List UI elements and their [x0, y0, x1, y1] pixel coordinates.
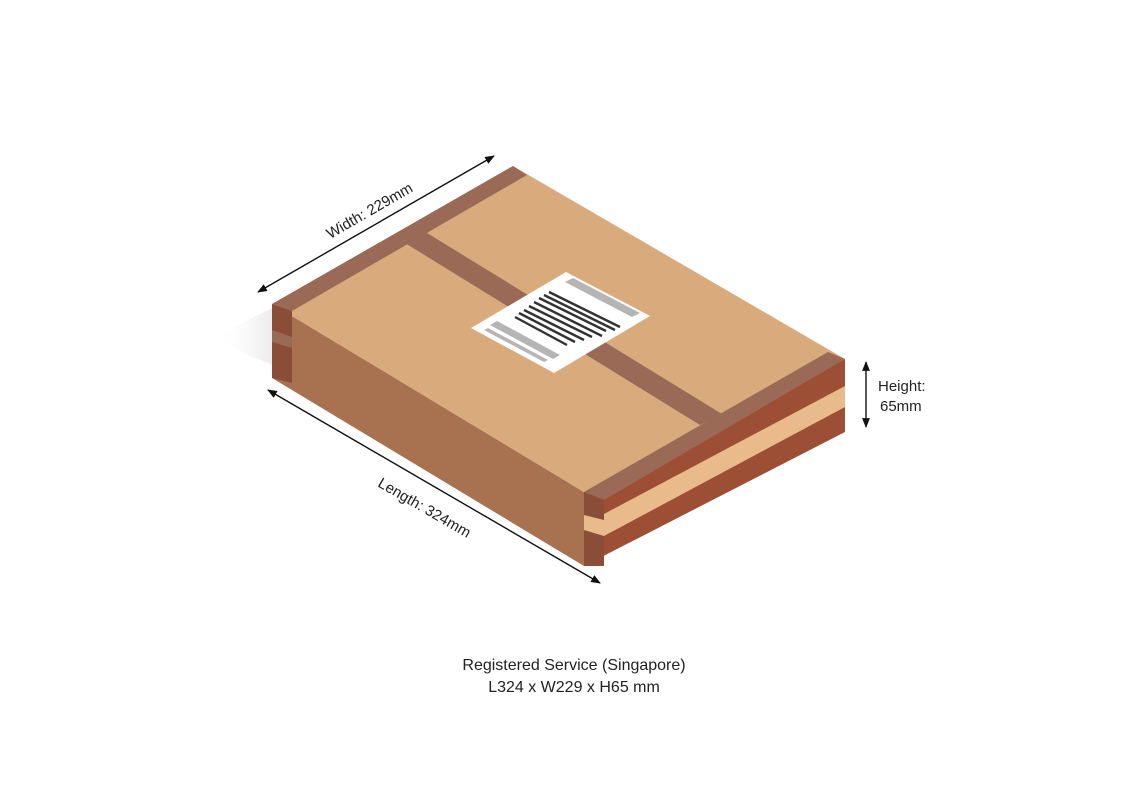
barcode-icon: [514, 290, 621, 347]
caption-dimensions: L324 x W229 x H65 mm: [488, 679, 660, 696]
caption: Registered Service (Singapore) L324 x W2…: [0, 655, 1148, 699]
tape-left-end-gap: [272, 330, 292, 348]
label-text-lines: [484, 278, 640, 362]
tape-front-edge: [584, 352, 845, 500]
shipping-label-icon: [471, 272, 650, 373]
height-label-line2: 65mm: [880, 398, 922, 415]
width-arrow: [257, 155, 495, 293]
box-right-stripe: [604, 386, 845, 536]
box-shadow: [215, 308, 290, 372]
height-label-line1: Height:: [878, 378, 926, 395]
caption-service: Registered Service (Singapore): [462, 657, 686, 674]
length-arrow: [267, 389, 601, 584]
